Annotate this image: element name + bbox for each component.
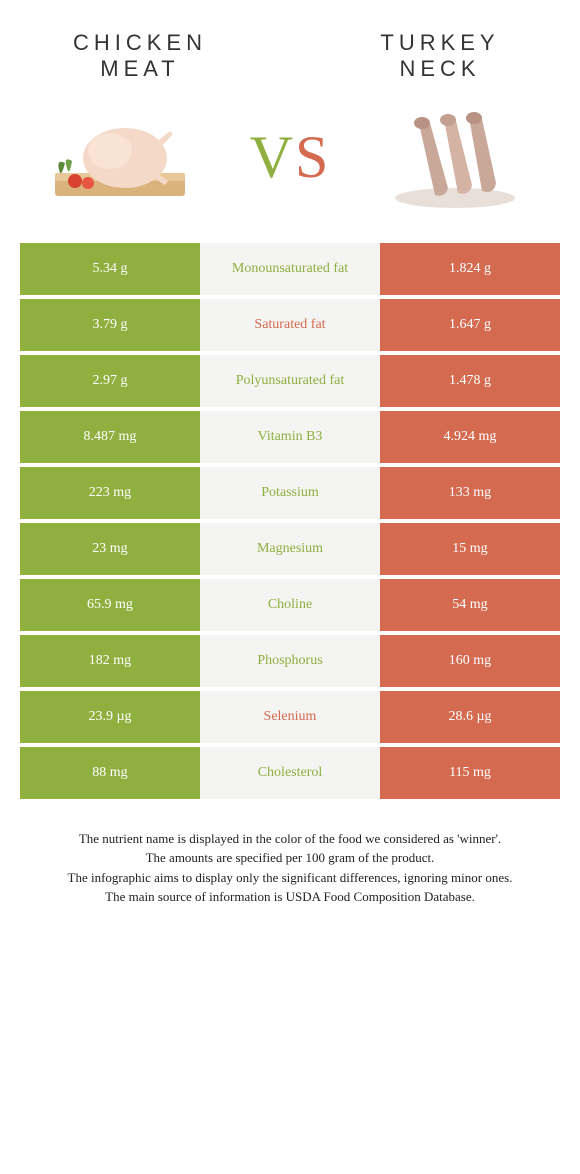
footer-notes: The nutrient name is displayed in the co… <box>30 829 550 907</box>
cell-left-value: 23 mg <box>20 523 200 575</box>
cell-left-value: 5.34 g <box>20 243 200 295</box>
cell-left-value: 3.79 g <box>20 299 200 351</box>
nutrient-table: 5.34 gMonounsaturated fat1.824 g3.79 gSa… <box>20 243 560 799</box>
cell-right-value: 1.647 g <box>380 299 560 351</box>
cell-right-value: 1.824 g <box>380 243 560 295</box>
chicken-meat-image <box>40 103 210 213</box>
table-row: 8.487 mgVitamin B34.924 mg <box>20 411 560 463</box>
cell-left-value: 2.97 g <box>20 355 200 407</box>
table-row: 3.79 gSaturated fat1.647 g <box>20 299 560 351</box>
cell-left-value: 88 mg <box>20 747 200 799</box>
cell-nutrient-label: Magnesium <box>200 523 380 575</box>
cell-left-value: 223 mg <box>20 467 200 519</box>
footer-line2: The amounts are specified per 100 gram o… <box>30 848 550 868</box>
cell-right-value: 115 mg <box>380 747 560 799</box>
table-row: 223 mgPotassium133 mg <box>20 467 560 519</box>
images-row: VS <box>0 93 580 243</box>
cell-nutrient-label: Cholesterol <box>200 747 380 799</box>
cell-nutrient-label: Selenium <box>200 691 380 743</box>
cell-right-value: 54 mg <box>380 579 560 631</box>
cell-right-value: 1.478 g <box>380 355 560 407</box>
turkey-neck-image <box>370 103 540 213</box>
cell-left-value: 65.9 mg <box>20 579 200 631</box>
cell-left-value: 23.9 µg <box>20 691 200 743</box>
title-right-line1: TURKEY <box>350 30 530 56</box>
table-row: 23.9 µgSelenium28.6 µg <box>20 691 560 743</box>
table-row: 2.97 gPolyunsaturated fat1.478 g <box>20 355 560 407</box>
title-right-line2: NECK <box>350 56 530 82</box>
table-row: 182 mgPhosphorus160 mg <box>20 635 560 687</box>
vs-v: V <box>250 124 295 190</box>
title-left-line1: CHICKEN <box>50 30 230 56</box>
cell-right-value: 160 mg <box>380 635 560 687</box>
header: CHICKEN MEAT TURKEY NECK <box>0 0 580 93</box>
cell-left-value: 182 mg <box>20 635 200 687</box>
table-row: 65.9 mgCholine54 mg <box>20 579 560 631</box>
cell-right-value: 28.6 µg <box>380 691 560 743</box>
footer-line4: The main source of information is USDA F… <box>30 887 550 907</box>
title-left-line2: MEAT <box>50 56 230 82</box>
title-right: TURKEY NECK <box>350 30 530 83</box>
footer-line3: The infographic aims to display only the… <box>30 868 550 888</box>
cell-nutrient-label: Phosphorus <box>200 635 380 687</box>
cell-nutrient-label: Potassium <box>200 467 380 519</box>
table-row: 88 mgCholesterol115 mg <box>20 747 560 799</box>
cell-nutrient-label: Polyunsaturated fat <box>200 355 380 407</box>
cell-nutrient-label: Saturated fat <box>200 299 380 351</box>
vs-label: VS <box>250 123 331 192</box>
cell-nutrient-label: Vitamin B3 <box>200 411 380 463</box>
cell-left-value: 8.487 mg <box>20 411 200 463</box>
table-row: 23 mgMagnesium15 mg <box>20 523 560 575</box>
cell-nutrient-label: Choline <box>200 579 380 631</box>
vs-s: S <box>295 124 330 190</box>
cell-nutrient-label: Monounsaturated fat <box>200 243 380 295</box>
cell-right-value: 133 mg <box>380 467 560 519</box>
cell-right-value: 4.924 mg <box>380 411 560 463</box>
footer-line1: The nutrient name is displayed in the co… <box>30 829 550 849</box>
table-row: 5.34 gMonounsaturated fat1.824 g <box>20 243 560 295</box>
title-left: CHICKEN MEAT <box>50 30 230 83</box>
cell-right-value: 15 mg <box>380 523 560 575</box>
